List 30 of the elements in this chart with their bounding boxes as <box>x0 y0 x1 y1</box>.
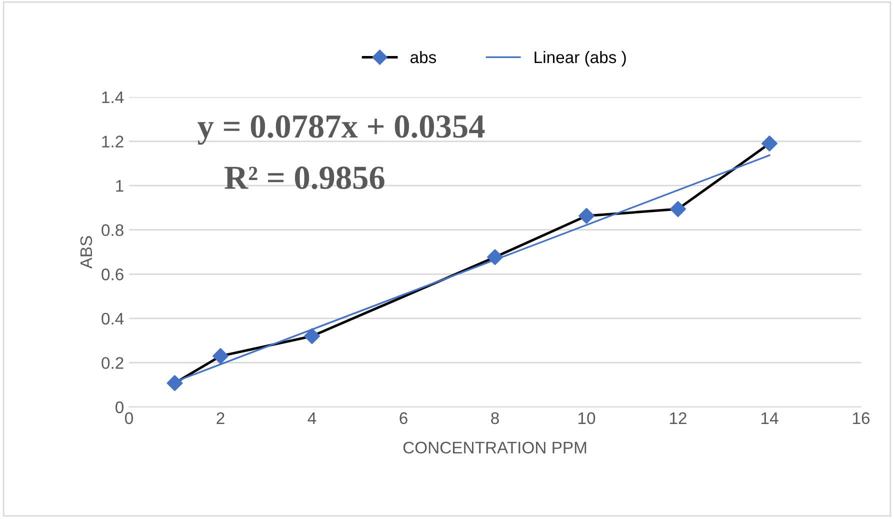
x-tick-label: 0 <box>125 412 133 424</box>
legend-label: abs <box>410 50 436 64</box>
y-tick-label: 1.4 <box>102 92 124 104</box>
x-tick-label: 14 <box>762 412 778 424</box>
y-axis-title: ABS <box>80 236 92 269</box>
point <box>670 201 686 218</box>
point <box>212 348 228 364</box>
point <box>304 328 320 344</box>
x-axis-title: CONCENTRATION PPM <box>403 442 586 454</box>
point <box>578 208 594 224</box>
point <box>487 249 503 266</box>
y-tick-label: 0.2 <box>102 357 124 369</box>
x-tick-label: 4 <box>308 412 316 424</box>
annotation: y = 0.0787x + 0.0354 <box>198 115 485 145</box>
x-tick-label: 2 <box>216 412 224 424</box>
y-tick-label: 1 <box>116 180 124 192</box>
y-tick-label: 0.8 <box>102 224 124 236</box>
x-tick-label: 8 <box>491 412 499 424</box>
y-tick-label: 0 <box>116 401 124 414</box>
y-tick-label: 0.4 <box>102 312 124 325</box>
point <box>762 136 778 152</box>
point <box>166 375 183 392</box>
y-tick-label: 0.6 <box>102 268 124 280</box>
x-tick-label: 6 <box>400 412 408 424</box>
y-tick-label: 1.2 <box>102 136 124 148</box>
annotation: R² = 0.9856 <box>224 166 384 190</box>
x-tick-label: 16 <box>853 412 870 424</box>
legend-label: Linear (abs ) <box>534 50 626 66</box>
x-tick-label: 10 <box>578 412 596 424</box>
x-tick-label: 12 <box>670 412 686 424</box>
